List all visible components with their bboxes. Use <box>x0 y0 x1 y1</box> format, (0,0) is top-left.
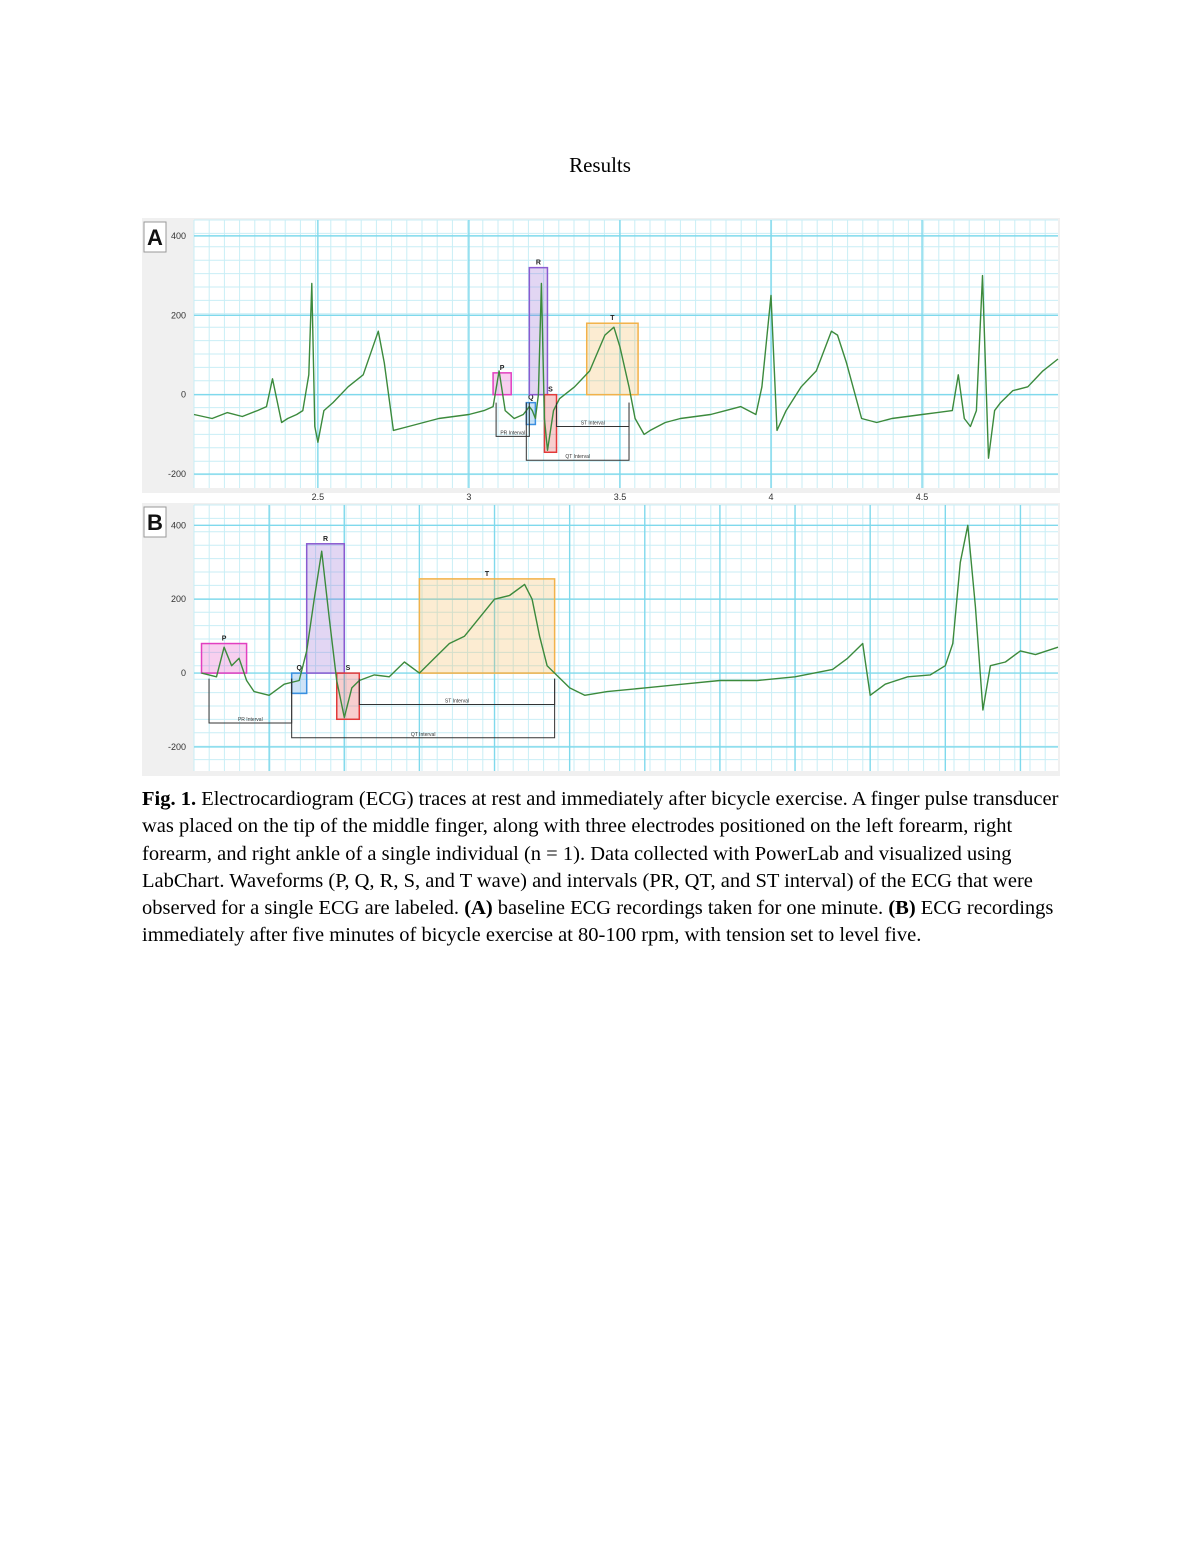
y-tick-label: 400 <box>171 520 186 530</box>
caption-label-b: (B) <box>888 897 916 920</box>
x-tick-label: 4.3 <box>488 775 501 776</box>
x-tick-label: 4.4 <box>563 775 576 776</box>
y-tick-label: 400 <box>171 231 186 241</box>
wave-label-p: P <box>500 365 505 372</box>
panel-b: 4 4.1 4.2 4.3 4.4 4.5 4.6 4.7 4.8 4.9 5 400 200 0 -200… <box>142 503 1060 776</box>
caption-label-a: (A) <box>464 897 493 920</box>
interval-label: PR Interval <box>238 717 263 723</box>
wave-box-t <box>418 578 556 674</box>
minor-grid <box>193 504 1058 771</box>
plot-area <box>194 505 1058 771</box>
wave-box-q <box>290 672 308 695</box>
x-tick-label: 4 <box>768 492 773 502</box>
x-tick-label: 4.7 <box>789 775 802 776</box>
x-tick-label: 4.6 <box>714 775 727 776</box>
x-tick-label: 2.5 <box>312 492 325 502</box>
wave-label-p: P <box>222 636 227 643</box>
y-tick-label: 0 <box>181 390 186 400</box>
x-tick-label: 4.8 <box>864 775 877 776</box>
ecg-figure-svg: 2.5 3 3.5 4 4.5 400 200 0 -200 A P Q R S T PR Interval S… <box>142 218 1060 776</box>
wave-label-t: T <box>610 315 615 322</box>
interval-qt: QT Interval <box>291 678 556 739</box>
x-tick-label: 4.5 <box>639 775 652 776</box>
ecg-figure: 2.5 3 3.5 4 4.5 400 200 0 -200 A P Q R S T PR Interval S… <box>142 218 1060 776</box>
interval-qt: QT Interval <box>525 402 630 461</box>
x-tick-label: 4.9 <box>939 775 952 776</box>
interval-label: ST Interval <box>581 420 605 426</box>
x-tick-label: 4.1 <box>338 775 351 776</box>
interval-label: QT Interval <box>411 732 436 738</box>
caption-text-3: ECG recordings immediately after five mi… <box>142 897 1054 947</box>
interval-bracket <box>495 402 530 437</box>
y-tick-label: 0 <box>181 668 186 678</box>
panel-label: B <box>147 510 163 535</box>
ecg-trace <box>201 524 1059 719</box>
interval-label: PR Interval <box>500 430 525 436</box>
panel-label: A <box>147 225 163 250</box>
wave-label-s: S <box>548 387 553 394</box>
interval-label: ST Interval <box>445 699 469 705</box>
panel-a: 2.5 3 3.5 4 4.5 400 200 0 -200 A P Q R S T PR Interval S… <box>142 218 1060 502</box>
interval-bracket <box>291 678 556 739</box>
ecg-trace <box>193 274 1059 459</box>
interval-pr: PR Interval <box>495 402 530 437</box>
y-tick-label: -200 <box>168 469 186 479</box>
x-tick-label: 4.2 <box>413 775 426 776</box>
y-tick-label: -200 <box>168 742 186 752</box>
x-tick-label: 3.5 <box>614 492 627 502</box>
wave-label-r: R <box>323 536 328 543</box>
panel-label-box <box>143 221 167 253</box>
section-heading: Results <box>569 153 631 177</box>
wave-label-t: T <box>485 571 490 578</box>
y-tick-label: 200 <box>171 594 186 604</box>
caption-text-2: baseline ECG recordings taken for one mi… <box>492 897 889 920</box>
x-tick-label: 4 <box>267 775 272 776</box>
wave-label-s: S <box>346 665 351 672</box>
wave-label-q: Q <box>528 395 534 402</box>
panel-label-box <box>143 506 167 538</box>
caption-fig-label: Fig. 1. <box>142 788 197 810</box>
interval-bracket <box>525 402 630 461</box>
caption-text-1: Electrocardiogram (ECG) traces at rest a… <box>142 788 1059 920</box>
wave-label-r: R <box>536 260 541 267</box>
figure-caption: Fig. 1. Electrocardiogram (ECG) traces a… <box>142 786 1062 950</box>
interval-label: QT Interval <box>565 454 590 460</box>
x-tick-label: 3 <box>466 492 471 502</box>
wave-label-q: Q <box>296 665 302 672</box>
x-tick-label: 5 <box>1018 775 1023 776</box>
y-tick-label: 200 <box>171 310 186 320</box>
x-tick-label: 4.5 <box>916 492 929 502</box>
